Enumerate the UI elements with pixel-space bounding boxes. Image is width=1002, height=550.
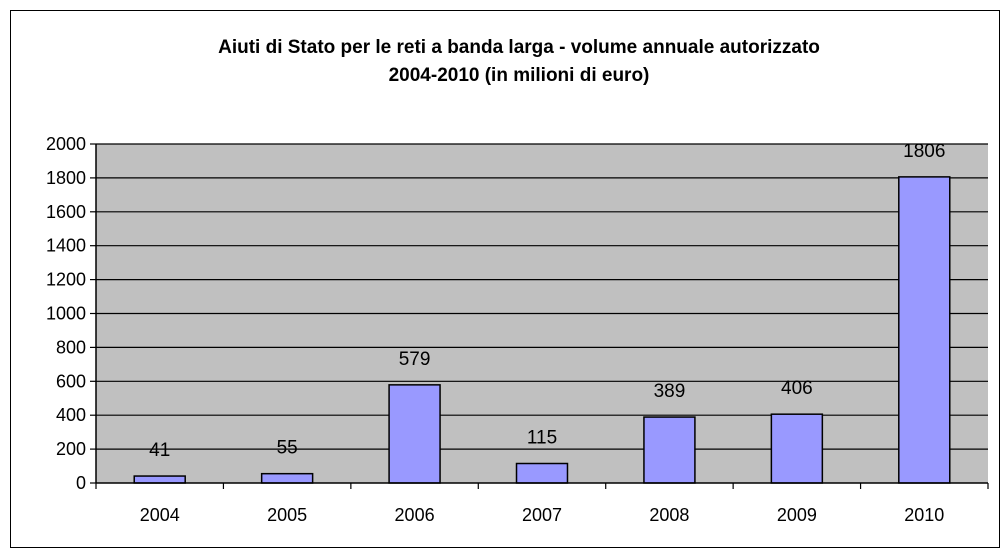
gridlines	[96, 143, 988, 450]
x-tick-label: 2008	[649, 505, 689, 525]
data-label-2004: 41	[149, 440, 170, 461]
x-tick-label: 2010	[904, 505, 944, 525]
data-label-2007: 115	[527, 428, 557, 449]
bars	[133, 176, 951, 484]
bar-2010	[898, 176, 951, 484]
y-tick-label: 0	[76, 473, 86, 493]
axes	[90, 143, 989, 489]
y-tick-labels: 0 200 400 600 800 1000 1200 1400 1600 1800 2000	[46, 134, 86, 493]
y-tick-label: 1000	[46, 304, 86, 324]
y-tick-label: 800	[56, 337, 86, 357]
data-label-2009: 406	[781, 378, 813, 399]
y-tick-label: 400	[56, 405, 86, 425]
y-tick-label: 600	[56, 371, 86, 391]
y-tick-label: 1600	[46, 202, 86, 222]
y-tick-label: 1400	[46, 236, 86, 256]
chart-svg: Aiuti di Stato per le reti a banda larga…	[46, 37, 989, 525]
x-tick-label: 2009	[777, 505, 817, 525]
bar-2009	[770, 413, 824, 484]
y-tick-label: 1200	[46, 270, 86, 290]
bar-2008	[643, 416, 696, 484]
x-tick-labels: 2004 2005 2006 2007 2008 2009 2010	[140, 505, 945, 525]
data-label-2008: 389	[654, 381, 686, 402]
data-label-2005: 55	[277, 438, 298, 459]
x-tick-label: 2007	[522, 505, 562, 525]
y-tick-label: 1800	[46, 168, 86, 188]
bar-2005	[260, 472, 314, 484]
data-label-2010: 1806	[903, 141, 945, 162]
bar-2007	[515, 462, 569, 484]
y-tick-label: 2000	[46, 134, 86, 154]
x-tick-label: 2006	[395, 505, 435, 525]
data-label-2006: 579	[399, 349, 431, 370]
chart-subtitle: 2004-2010 (in milioni di euro)	[389, 65, 650, 86]
bar-2004	[133, 475, 186, 484]
x-tick-label: 2005	[267, 505, 307, 525]
value-labels: 41 55 579 115 389 406 1806	[149, 141, 945, 461]
y-tick-label: 200	[56, 439, 86, 459]
chart-frame: Aiuti di Stato per le reti a banda larga…	[10, 10, 1000, 548]
chart-title: Aiuti di Stato per le reti a banda larga…	[218, 37, 820, 58]
x-tick-label: 2004	[140, 505, 180, 525]
bar-2006	[388, 384, 441, 484]
